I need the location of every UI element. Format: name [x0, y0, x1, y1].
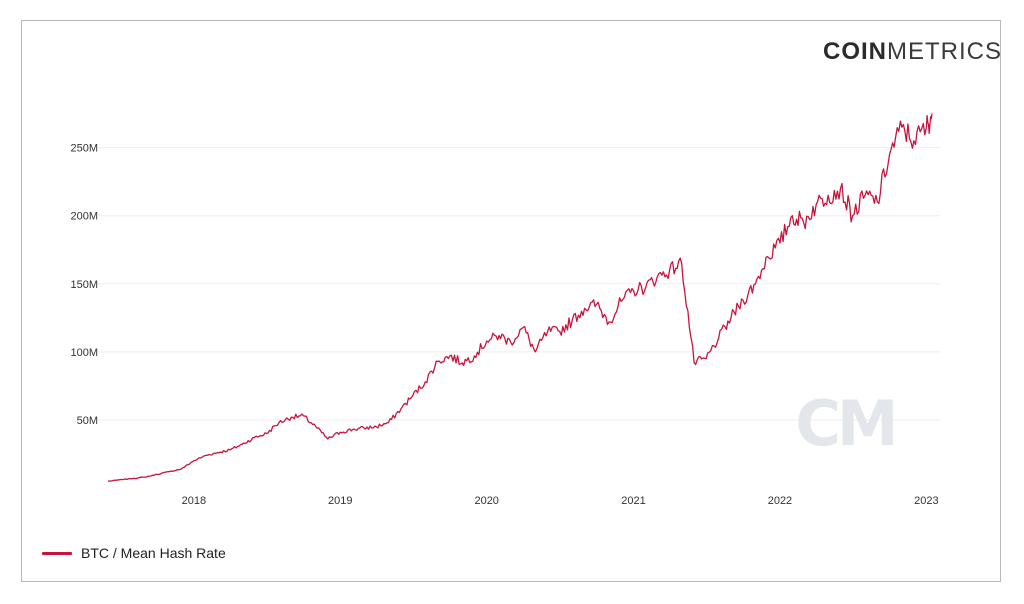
y-tick-label: 150M: [70, 279, 98, 291]
cm-watermark: CM: [795, 387, 898, 460]
x-tick-label: 2020: [474, 495, 498, 507]
legend-swatch: [42, 551, 72, 555]
x-tick-label: 2019: [328, 495, 352, 507]
x-tick-label: 2023: [914, 495, 938, 507]
legend[interactable]: BTC / Mean Hash Rate: [42, 545, 226, 561]
gridlines: [98, 147, 940, 421]
svg-text:CM: CM: [795, 387, 894, 460]
x-tick-label: 2021: [621, 495, 645, 507]
x-axis: 2018 2019 2020 2021 2022 2023: [182, 495, 939, 507]
chart-frame: [21, 20, 1001, 582]
x-tick-label: 2022: [768, 495, 792, 507]
y-tick-label: 250M: [70, 143, 98, 155]
y-tick-label: 100M: [70, 347, 98, 359]
y-axis: 50M 100M 150M 200M 250M: [70, 143, 98, 427]
legend-label: BTC / Mean Hash Rate: [81, 545, 226, 561]
y-tick-label: 50M: [77, 415, 98, 427]
coinmetrics-logo: COINMETRICS: [823, 38, 1002, 65]
series-line-hash-rate: [107, 113, 933, 482]
y-tick-label: 200M: [70, 211, 98, 223]
x-tick-label: 2018: [182, 495, 206, 507]
